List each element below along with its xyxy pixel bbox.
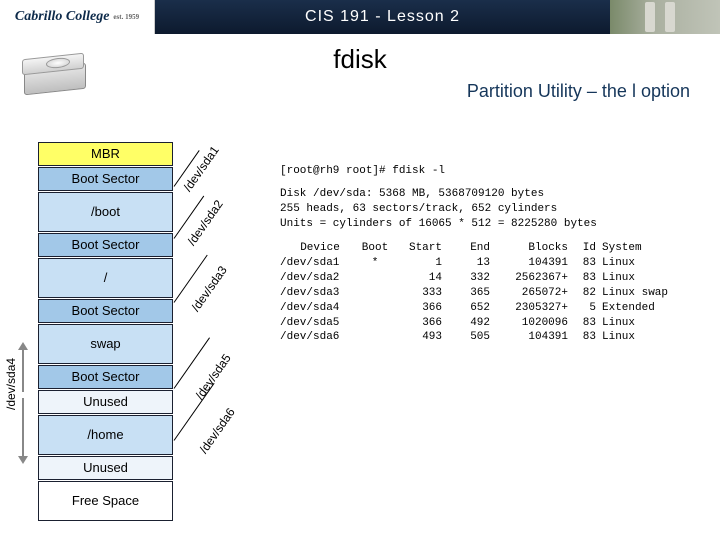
header-photo [610, 0, 720, 34]
box-bootsector-4: Boot Sector [38, 365, 173, 389]
label-sda5: /dev/sda5 [193, 351, 234, 402]
sda4-label: /dev/sda4 [4, 358, 18, 410]
sda4-arrow-down-icon [22, 398, 24, 458]
term-disk1: Disk /dev/sda: 5368 MB, 5368709120 bytes [280, 187, 710, 202]
header-bar: Cabrillo College est. 1959 CIS 191 - Les… [0, 0, 720, 34]
term-prompt: [root@rh9 root]# fdisk -l [280, 164, 710, 179]
label-sda2: /dev/sda2 [185, 197, 226, 248]
term-row: /dev/sda649350510439183Linux [280, 330, 710, 345]
page-title: fdisk [0, 44, 720, 75]
sda4-arrow-up-icon [22, 348, 24, 392]
page-subtitle: Partition Utility – the l option [0, 81, 720, 102]
hdr-system: System [596, 241, 676, 256]
hdr-id: Id [568, 241, 596, 256]
logo-est: est. 1959 [113, 13, 139, 21]
box-unused-1: Unused [38, 390, 173, 414]
box-swap: swap [38, 324, 173, 364]
term-row: /dev/sda5366492102009683Linux [280, 316, 710, 331]
hdr-end: End [442, 241, 490, 256]
term-header-row: DeviceBootStartEndBlocksIdSystem [280, 241, 710, 256]
term-disk2: 255 heads, 63 sectors/track, 652 cylinde… [280, 202, 710, 217]
term-row: /dev/sda2143322562367+83Linux [280, 271, 710, 286]
term-row: /dev/sda3333365265072+82Linux swap [280, 286, 710, 301]
course-title: CIS 191 - Lesson 2 [155, 8, 610, 26]
box-freespace: Free Space [38, 481, 173, 521]
box-boot: /boot [38, 192, 173, 232]
terminal-output: [root@rh9 root]# fdisk -l Disk /dev/sda:… [280, 164, 710, 345]
box-bootsector-1: Boot Sector [38, 167, 173, 191]
term-row: /dev/sda1*11310439183Linux [280, 256, 710, 271]
box-mbr: MBR [38, 142, 173, 166]
hdr-boot: Boot [360, 241, 390, 256]
college-logo: Cabrillo College est. 1959 [0, 0, 155, 34]
harddrive-icon [18, 52, 93, 100]
term-row: /dev/sda43666522305327+5Extended [280, 301, 710, 316]
box-root: / [38, 258, 173, 298]
hdr-blocks: Blocks [490, 241, 568, 256]
box-bootsector-3: Boot Sector [38, 299, 173, 323]
logo-text: Cabrillo College [15, 9, 110, 25]
label-sda6: /dev/sda6 [197, 405, 238, 456]
term-disk3: Units = cylinders of 16065 * 512 = 82252… [280, 217, 710, 232]
hdr-device: Device [280, 241, 360, 256]
partition-column: MBR Boot Sector /boot Boot Sector / Boot… [38, 142, 173, 521]
hdr-start: Start [390, 241, 442, 256]
box-home: /home [38, 415, 173, 455]
box-bootsector-2: Boot Sector [38, 233, 173, 257]
box-unused-2: Unused [38, 456, 173, 480]
